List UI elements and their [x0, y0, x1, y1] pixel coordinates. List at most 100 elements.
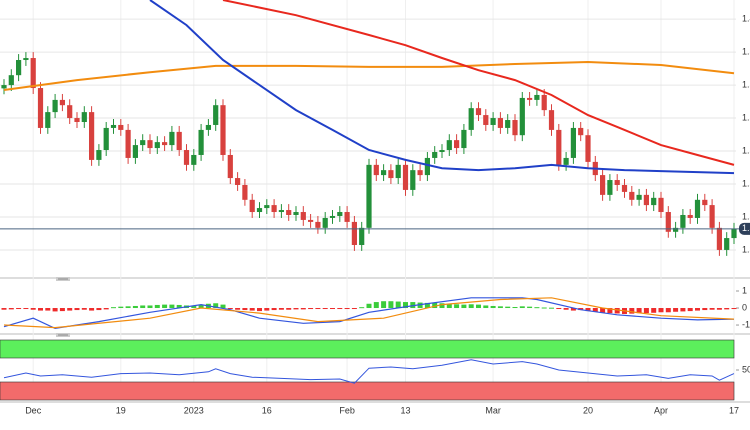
candle-body: [351, 221, 357, 245]
candle-body: [446, 140, 452, 151]
candle-body: [578, 127, 584, 136]
histogram-bar: [220, 304, 226, 309]
histogram-bar: [512, 307, 518, 309]
histogram-bar: [541, 307, 547, 309]
histogram-bar: [476, 304, 481, 309]
histogram-bar: [359, 307, 365, 309]
histogram-bar: [527, 306, 533, 309]
candle-body: [716, 227, 722, 250]
candle-body: [439, 150, 445, 153]
candle-body: [308, 219, 314, 222]
x-tick-label: 13: [400, 405, 410, 415]
x-tick-label: 19: [116, 405, 126, 415]
histogram-bar: [191, 305, 197, 309]
histogram-bar: [497, 306, 503, 309]
histogram-bar: [403, 302, 408, 309]
candle-body: [534, 94, 540, 100]
candle-body: [512, 120, 518, 136]
candle-body: [89, 112, 95, 160]
histogram-bar: [366, 303, 372, 309]
candle-body: [402, 164, 409, 190]
y-tick-label: 1.35: [742, 178, 750, 188]
candle-body: [271, 205, 277, 213]
histogram-bar: [23, 308, 29, 310]
candle-body: [278, 210, 284, 213]
candle-body: [213, 105, 219, 125]
histogram-bar: [154, 304, 160, 309]
x-tick-label: 16: [262, 405, 272, 415]
histogram-bar: [417, 302, 423, 309]
candle-body: [629, 191, 635, 200]
candle-body: [570, 127, 576, 158]
last-price-label: 1.3364: [742, 223, 750, 233]
candle-body: [8, 75, 14, 86]
candle-body: [461, 129, 467, 149]
histogram-bar: [322, 308, 328, 310]
candle-body: [140, 140, 146, 146]
indicator-line: [222, 0, 735, 166]
candle-body: [665, 212, 671, 232]
panel-handle[interactable]: [56, 333, 70, 337]
candle-body: [548, 110, 555, 130]
candle-body: [286, 210, 292, 215]
candle-body: [67, 105, 73, 119]
candle-body: [607, 180, 613, 195]
candle-body: [30, 58, 36, 89]
candle-body: [235, 178, 241, 185]
candle-body: [147, 140, 153, 149]
candle-body: [658, 197, 664, 213]
histogram-bar: [235, 308, 241, 310]
histogram-bar: [67, 308, 73, 311]
candle-body: [468, 108, 474, 130]
candle-body: [162, 142, 168, 146]
candle-body: [322, 217, 328, 228]
candle-body: [651, 197, 657, 206]
candle-body: [381, 170, 387, 176]
histogram-bar: [264, 308, 270, 311]
candle-body: [563, 157, 569, 165]
histogram-bar: [468, 304, 474, 309]
y-tick-label: 1: [742, 285, 747, 295]
candle-body: [490, 118, 496, 125]
histogram-bar: [687, 308, 693, 312]
histogram-bar: [242, 308, 248, 311]
histogram-bar: [52, 308, 58, 312]
histogram-bar: [30, 308, 36, 310]
candle-body: [23, 58, 29, 61]
candle-body: [731, 228, 737, 239]
histogram-bar: [330, 308, 335, 310]
candle-body: [673, 227, 679, 232]
histogram-bar: [549, 307, 554, 309]
candle-body: [417, 170, 423, 176]
histogram-bar: [337, 308, 343, 310]
histogram-bar: [658, 308, 664, 313]
panel-handle[interactable]: [56, 277, 70, 281]
candle-body: [52, 99, 58, 113]
histogram-bar: [278, 308, 284, 310]
candle-body: [118, 124, 124, 130]
histogram-bar: [673, 308, 679, 312]
histogram-bar: [519, 306, 525, 309]
histogram-bar: [600, 308, 606, 313]
y-tick-label: 1.33: [742, 244, 750, 254]
histogram-bar: [534, 307, 540, 309]
histogram-bar: [731, 308, 737, 310]
y-tick-label: -1: [742, 319, 750, 329]
candle-body: [300, 212, 306, 220]
candle-body: [519, 97, 525, 136]
last-price-box: [739, 222, 750, 235]
histogram-bar: [1, 308, 7, 310]
x-tick-label: 17: [729, 405, 739, 415]
candle-body: [527, 97, 533, 100]
candle-body: [74, 118, 80, 123]
candle-body: [154, 142, 160, 149]
histogram-bar: [505, 306, 511, 309]
histogram-bar: [410, 302, 416, 309]
histogram-bar: [651, 308, 657, 313]
histogram-bar: [695, 308, 700, 311]
histogram-bar: [45, 308, 51, 311]
candle-body: [16, 60, 22, 76]
candle-body: [337, 212, 343, 216]
candle-body: [388, 170, 394, 179]
